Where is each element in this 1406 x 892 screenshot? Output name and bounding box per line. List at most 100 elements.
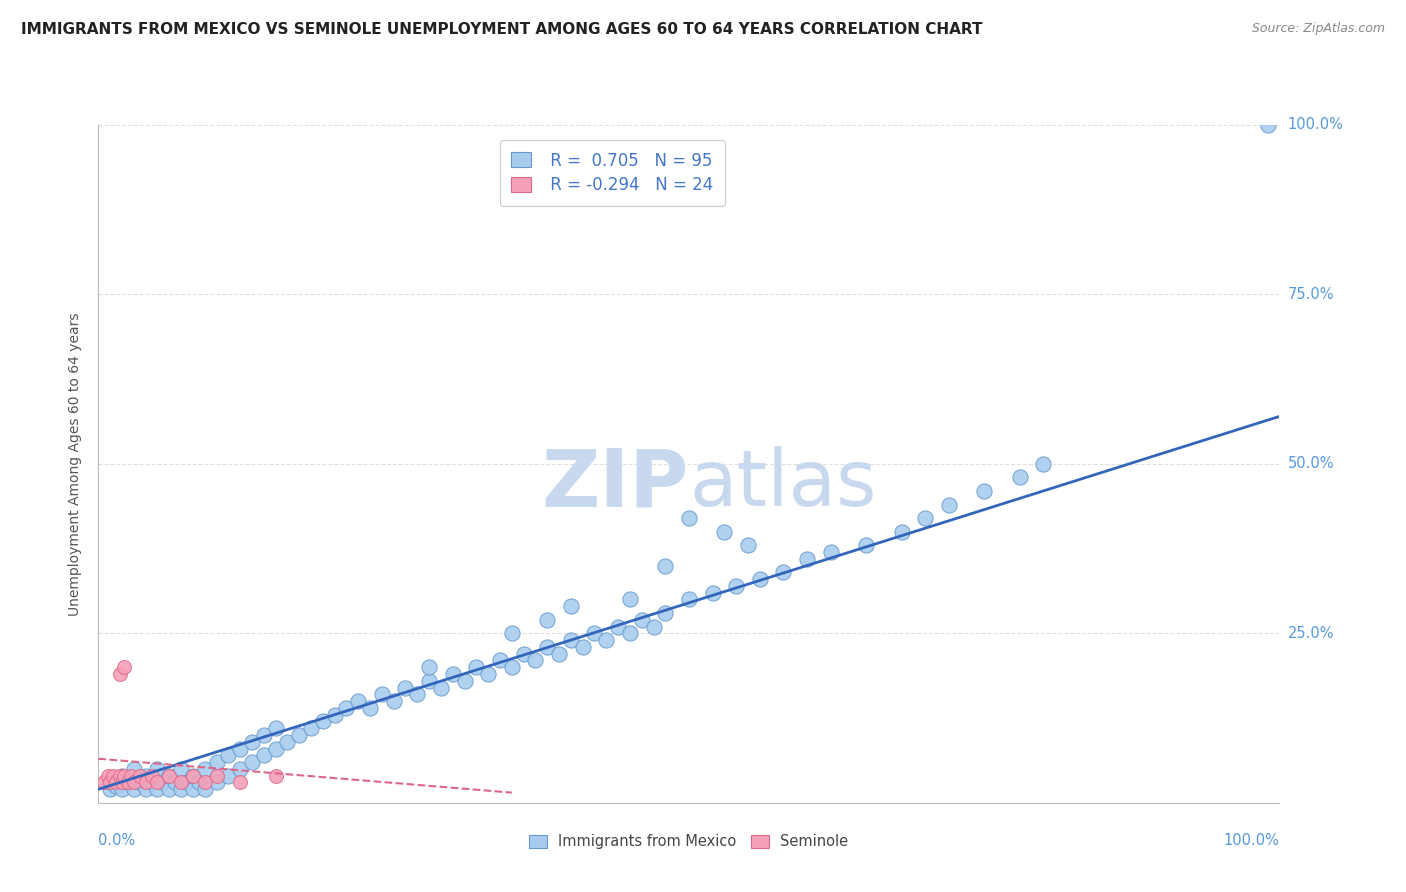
Point xyxy=(194,782,217,797)
Point xyxy=(619,626,641,640)
Point xyxy=(229,775,252,789)
Point xyxy=(654,558,676,573)
Point xyxy=(157,769,180,783)
Point xyxy=(418,673,440,688)
Point xyxy=(205,769,228,783)
Point xyxy=(97,769,120,783)
Point xyxy=(359,701,381,715)
Point xyxy=(105,775,128,789)
Point xyxy=(122,775,145,789)
Point xyxy=(141,775,163,789)
Point xyxy=(253,728,276,742)
Point xyxy=(1008,470,1031,484)
Point xyxy=(678,592,700,607)
Text: 100.0%: 100.0% xyxy=(1288,118,1344,132)
Point xyxy=(465,660,488,674)
Point xyxy=(713,524,735,539)
Point xyxy=(1032,457,1054,471)
Point xyxy=(323,707,346,722)
Point xyxy=(654,606,676,620)
Point xyxy=(441,667,464,681)
Point xyxy=(477,667,499,681)
Point xyxy=(146,762,169,776)
Point xyxy=(93,775,115,789)
Point xyxy=(430,681,453,695)
Point xyxy=(165,775,187,789)
Point xyxy=(501,660,523,674)
Point xyxy=(512,647,534,661)
Point xyxy=(394,681,416,695)
Point xyxy=(98,775,121,789)
Legend: Immigrants from Mexico, Seminole: Immigrants from Mexico, Seminole xyxy=(522,827,856,856)
Point xyxy=(855,538,877,552)
Point xyxy=(371,687,394,701)
Point xyxy=(973,483,995,498)
Point xyxy=(181,769,204,783)
Point xyxy=(560,599,582,614)
Point xyxy=(890,524,912,539)
Point xyxy=(796,551,818,566)
Point xyxy=(98,782,121,797)
Point xyxy=(335,701,357,715)
Point xyxy=(128,775,150,789)
Point xyxy=(117,775,139,789)
Point xyxy=(595,633,617,648)
Point xyxy=(112,769,135,783)
Point xyxy=(108,769,131,783)
Text: 50.0%: 50.0% xyxy=(1288,457,1334,471)
Point xyxy=(264,769,287,783)
Y-axis label: Unemployment Among Ages 60 to 64 years: Unemployment Among Ages 60 to 64 years xyxy=(69,312,83,615)
Text: 75.0%: 75.0% xyxy=(1288,287,1334,301)
Point xyxy=(571,640,593,654)
Point xyxy=(524,653,547,667)
Point xyxy=(264,721,287,735)
Point xyxy=(157,769,180,783)
Point xyxy=(170,782,193,797)
Point xyxy=(299,721,322,735)
Point xyxy=(772,566,794,580)
Point xyxy=(121,769,143,783)
Point xyxy=(108,667,131,681)
Point xyxy=(643,619,665,633)
Point xyxy=(607,619,630,633)
Point xyxy=(347,694,370,708)
Point xyxy=(157,782,180,797)
Point xyxy=(229,762,252,776)
Point xyxy=(276,735,298,749)
Point xyxy=(170,762,193,776)
Point xyxy=(101,769,124,783)
Point xyxy=(135,769,157,783)
Point xyxy=(1257,118,1279,132)
Point xyxy=(678,511,700,525)
Point xyxy=(170,775,193,789)
Point xyxy=(176,775,198,789)
Point xyxy=(737,538,759,552)
Point xyxy=(536,613,558,627)
Point xyxy=(560,633,582,648)
Point xyxy=(548,647,571,661)
Point xyxy=(253,748,276,763)
Point xyxy=(217,748,239,763)
Point xyxy=(181,769,204,783)
Point xyxy=(264,741,287,756)
Point xyxy=(135,782,157,797)
Point xyxy=(418,660,440,674)
Point xyxy=(382,694,405,708)
Point xyxy=(229,741,252,756)
Point xyxy=(187,775,209,789)
Point xyxy=(112,660,135,674)
Point xyxy=(146,775,169,789)
Point xyxy=(152,775,174,789)
Point xyxy=(194,775,217,789)
Point xyxy=(105,779,128,793)
Point xyxy=(536,640,558,654)
Point xyxy=(181,782,204,797)
Point xyxy=(122,762,145,776)
Point xyxy=(117,775,139,789)
Point xyxy=(205,755,228,769)
Point xyxy=(630,613,652,627)
Text: Source: ZipAtlas.com: Source: ZipAtlas.com xyxy=(1251,22,1385,36)
Point xyxy=(619,592,641,607)
Point xyxy=(406,687,429,701)
Point xyxy=(205,775,228,789)
